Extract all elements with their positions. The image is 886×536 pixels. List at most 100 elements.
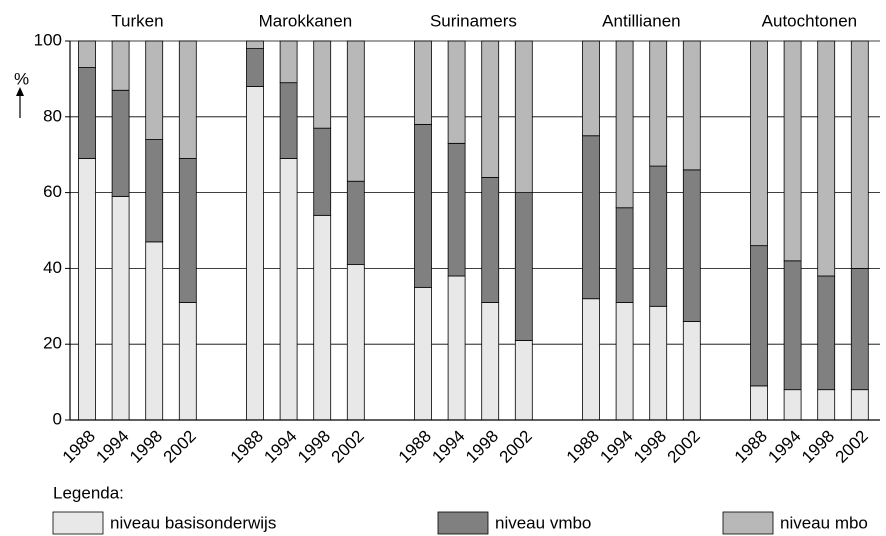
bar-segment <box>649 165 668 307</box>
y-tick-label: 80 <box>43 106 62 125</box>
x-tick-label: 1988 <box>395 427 435 467</box>
bar-segment <box>246 40 264 49</box>
x-tick-label: 1998 <box>294 427 334 467</box>
bar-segment <box>481 302 500 421</box>
bar-segment <box>346 264 365 421</box>
bar-segment <box>313 214 332 421</box>
bar-segment <box>414 123 432 288</box>
bar-segment <box>850 267 869 391</box>
bar-segment <box>279 40 298 84</box>
bar-segment <box>346 180 365 266</box>
bar-segment <box>414 40 432 125</box>
x-tick-label: 1998 <box>798 427 838 467</box>
legend-label: niveau basisonderwijs <box>110 513 276 532</box>
bar-segment <box>447 40 466 144</box>
bar-segment <box>682 40 701 171</box>
bar-segment <box>850 389 869 421</box>
bar-segment <box>447 275 466 421</box>
bar-segment <box>447 142 466 277</box>
bar-segment <box>615 40 634 209</box>
legend-title: Legenda: <box>53 483 124 502</box>
bar-segment <box>817 389 836 421</box>
y-tick-label: 40 <box>43 258 62 277</box>
legend-swatch <box>722 511 774 535</box>
group-label: Antillianen <box>602 11 680 30</box>
bar-segment <box>783 389 802 421</box>
bar-segment <box>346 40 365 182</box>
bar-segment <box>649 305 668 421</box>
bar-segment <box>178 40 197 159</box>
bar-segment <box>481 40 500 178</box>
bar-segment <box>481 177 500 303</box>
bar-segment <box>783 260 802 391</box>
bar-segment <box>313 127 332 216</box>
bar-segment <box>78 40 96 68</box>
bar-segment <box>514 192 533 341</box>
group-label: Marokkanen <box>259 11 353 30</box>
x-tick-label: 1998 <box>126 427 166 467</box>
bar-segment <box>145 40 164 140</box>
legend-label: niveau mbo <box>780 513 868 532</box>
group-label: Turken <box>111 11 163 30</box>
bar-segment <box>246 48 264 87</box>
bar-segment <box>78 158 96 421</box>
x-tick-label: 1988 <box>563 427 603 467</box>
y-tick-label: 60 <box>43 182 62 201</box>
y-axis-arrowhead <box>16 87 24 96</box>
bar-segment <box>682 169 701 322</box>
bar-segment <box>750 385 768 421</box>
bar-segment <box>850 40 869 269</box>
bar-segment <box>145 139 164 243</box>
bar-segment <box>178 158 197 303</box>
bar-segment <box>582 135 600 300</box>
bar-segment <box>514 340 533 421</box>
x-tick-label: 1994 <box>764 427 804 467</box>
x-tick-label: 2002 <box>832 427 872 467</box>
y-axis-label: % <box>14 69 29 88</box>
y-tick-label: 100 <box>34 30 62 49</box>
bar-segment <box>817 40 836 277</box>
bar-segment <box>682 321 701 421</box>
bar-segment <box>817 275 836 391</box>
bar-segment <box>279 82 298 159</box>
legend-label: niveau vmbo <box>495 513 591 532</box>
bar-segment <box>582 298 600 421</box>
x-tick-label: 1994 <box>260 427 300 467</box>
bar-segment <box>750 245 768 387</box>
bar-segment <box>514 40 533 194</box>
x-tick-label: 1988 <box>227 427 267 467</box>
x-tick-label: 1988 <box>59 427 99 467</box>
bar-segment <box>111 89 130 197</box>
bar-segment <box>582 40 600 137</box>
x-tick-label: 1998 <box>462 427 502 467</box>
bar-segment <box>78 67 96 159</box>
bar-segment <box>649 40 668 167</box>
bar-segment <box>111 195 130 421</box>
bar-segment <box>615 207 634 303</box>
bar-segment <box>313 40 332 129</box>
bar-segment <box>783 40 802 262</box>
x-tick-label: 1994 <box>92 427 132 467</box>
bar-segment <box>750 40 768 247</box>
x-tick-label: 1998 <box>630 427 670 467</box>
x-tick-label: 1988 <box>731 427 771 467</box>
y-tick-label: 0 <box>53 409 62 428</box>
y-tick-label: 20 <box>43 334 62 353</box>
legend-swatch <box>52 511 104 535</box>
x-tick-label: 2002 <box>160 427 200 467</box>
x-tick-label: 1994 <box>596 427 636 467</box>
bar-segment <box>145 241 164 421</box>
group-label: Surinamers <box>430 11 517 30</box>
bar-segment <box>111 40 130 91</box>
bar-segment <box>178 302 197 421</box>
x-tick-label: 2002 <box>328 427 368 467</box>
x-tick-label: 2002 <box>496 427 536 467</box>
bar-segment <box>414 286 432 421</box>
legend-swatch <box>437 511 489 535</box>
group-label: Autochtonen <box>762 11 857 30</box>
bar-segment <box>246 86 264 421</box>
x-tick-label: 1994 <box>428 427 468 467</box>
bar-segment <box>279 158 298 421</box>
bar-segment <box>615 302 634 421</box>
